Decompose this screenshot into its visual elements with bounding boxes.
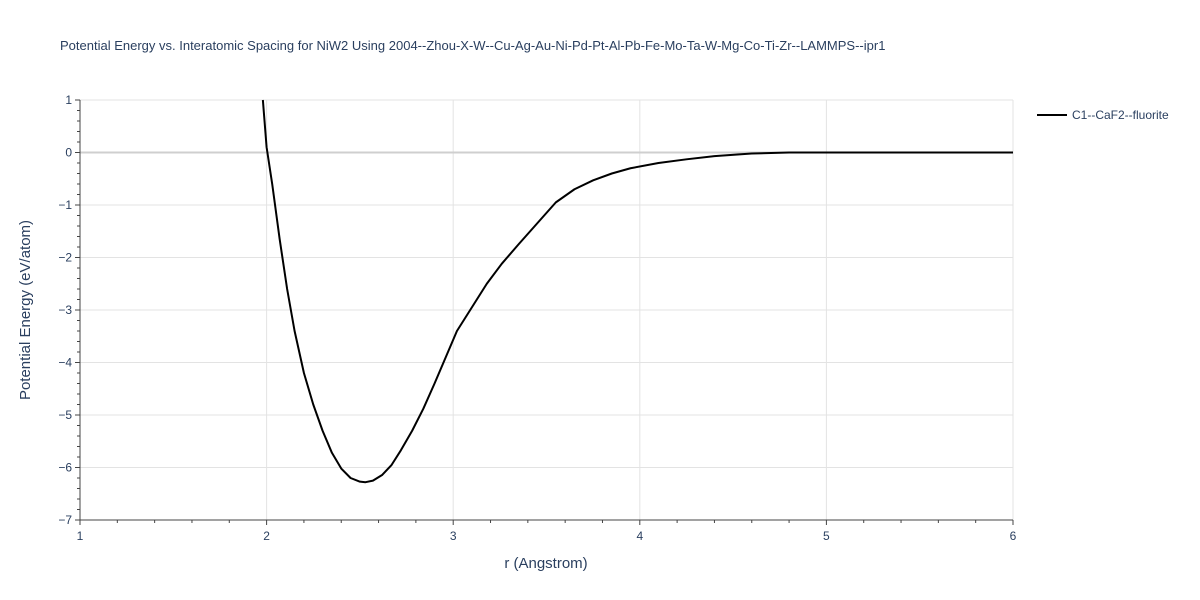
x-tick-label: 6 [1010, 529, 1017, 543]
y-tick-label: −1 [58, 198, 72, 212]
y-tick-label: −6 [58, 461, 72, 475]
y-tick-label: 0 [65, 146, 72, 160]
y-tick-labels: 1 0 −1 −2 −3 −4 −5 −6 −7 [58, 93, 72, 527]
x-tick-label: 4 [636, 529, 643, 543]
x-tick-label: 2 [263, 529, 270, 543]
y-tick-label: 1 [65, 93, 72, 107]
y-tick-label: −7 [58, 513, 72, 527]
grid [80, 99, 1014, 520]
x-tick-label: 3 [450, 529, 457, 543]
y-tick-label: −3 [58, 303, 72, 317]
x-tick-labels: 1 2 3 4 5 6 [77, 529, 1017, 543]
x-tick-label: 5 [823, 529, 830, 543]
x-axis-title: r (Angstrom) [504, 555, 587, 572]
series-group [261, 99, 1013, 484]
legend[interactable]: C1--CaF2--fluorite [1037, 108, 1169, 122]
y-tick-label: −2 [58, 251, 72, 265]
y-tick-label: −5 [58, 408, 72, 422]
y-tick-label: −4 [58, 356, 72, 370]
axes [75, 99, 1014, 525]
x-tick-label: 1 [77, 529, 84, 543]
legend-label: C1--CaF2--fluorite [1072, 108, 1169, 122]
y-axis-title: Potential Energy (eV/atom) [17, 220, 34, 400]
series-line-0 [261, 99, 1013, 484]
chart-title: Potential Energy vs. Interatomic Spacing… [60, 38, 885, 53]
